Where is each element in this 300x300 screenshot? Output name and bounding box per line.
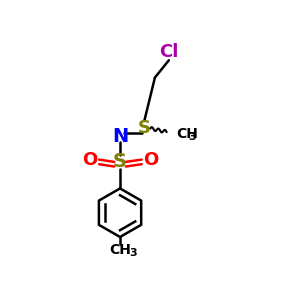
Text: S: S [113,152,127,171]
Text: N: N [112,127,128,146]
Text: O: O [82,151,98,169]
Text: CH: CH [109,243,131,257]
Text: Cl: Cl [159,43,178,61]
Text: 3: 3 [188,132,196,142]
Text: 3: 3 [130,248,137,258]
Text: CH: CH [176,127,198,141]
Text: S: S [138,119,151,137]
Text: O: O [143,151,159,169]
